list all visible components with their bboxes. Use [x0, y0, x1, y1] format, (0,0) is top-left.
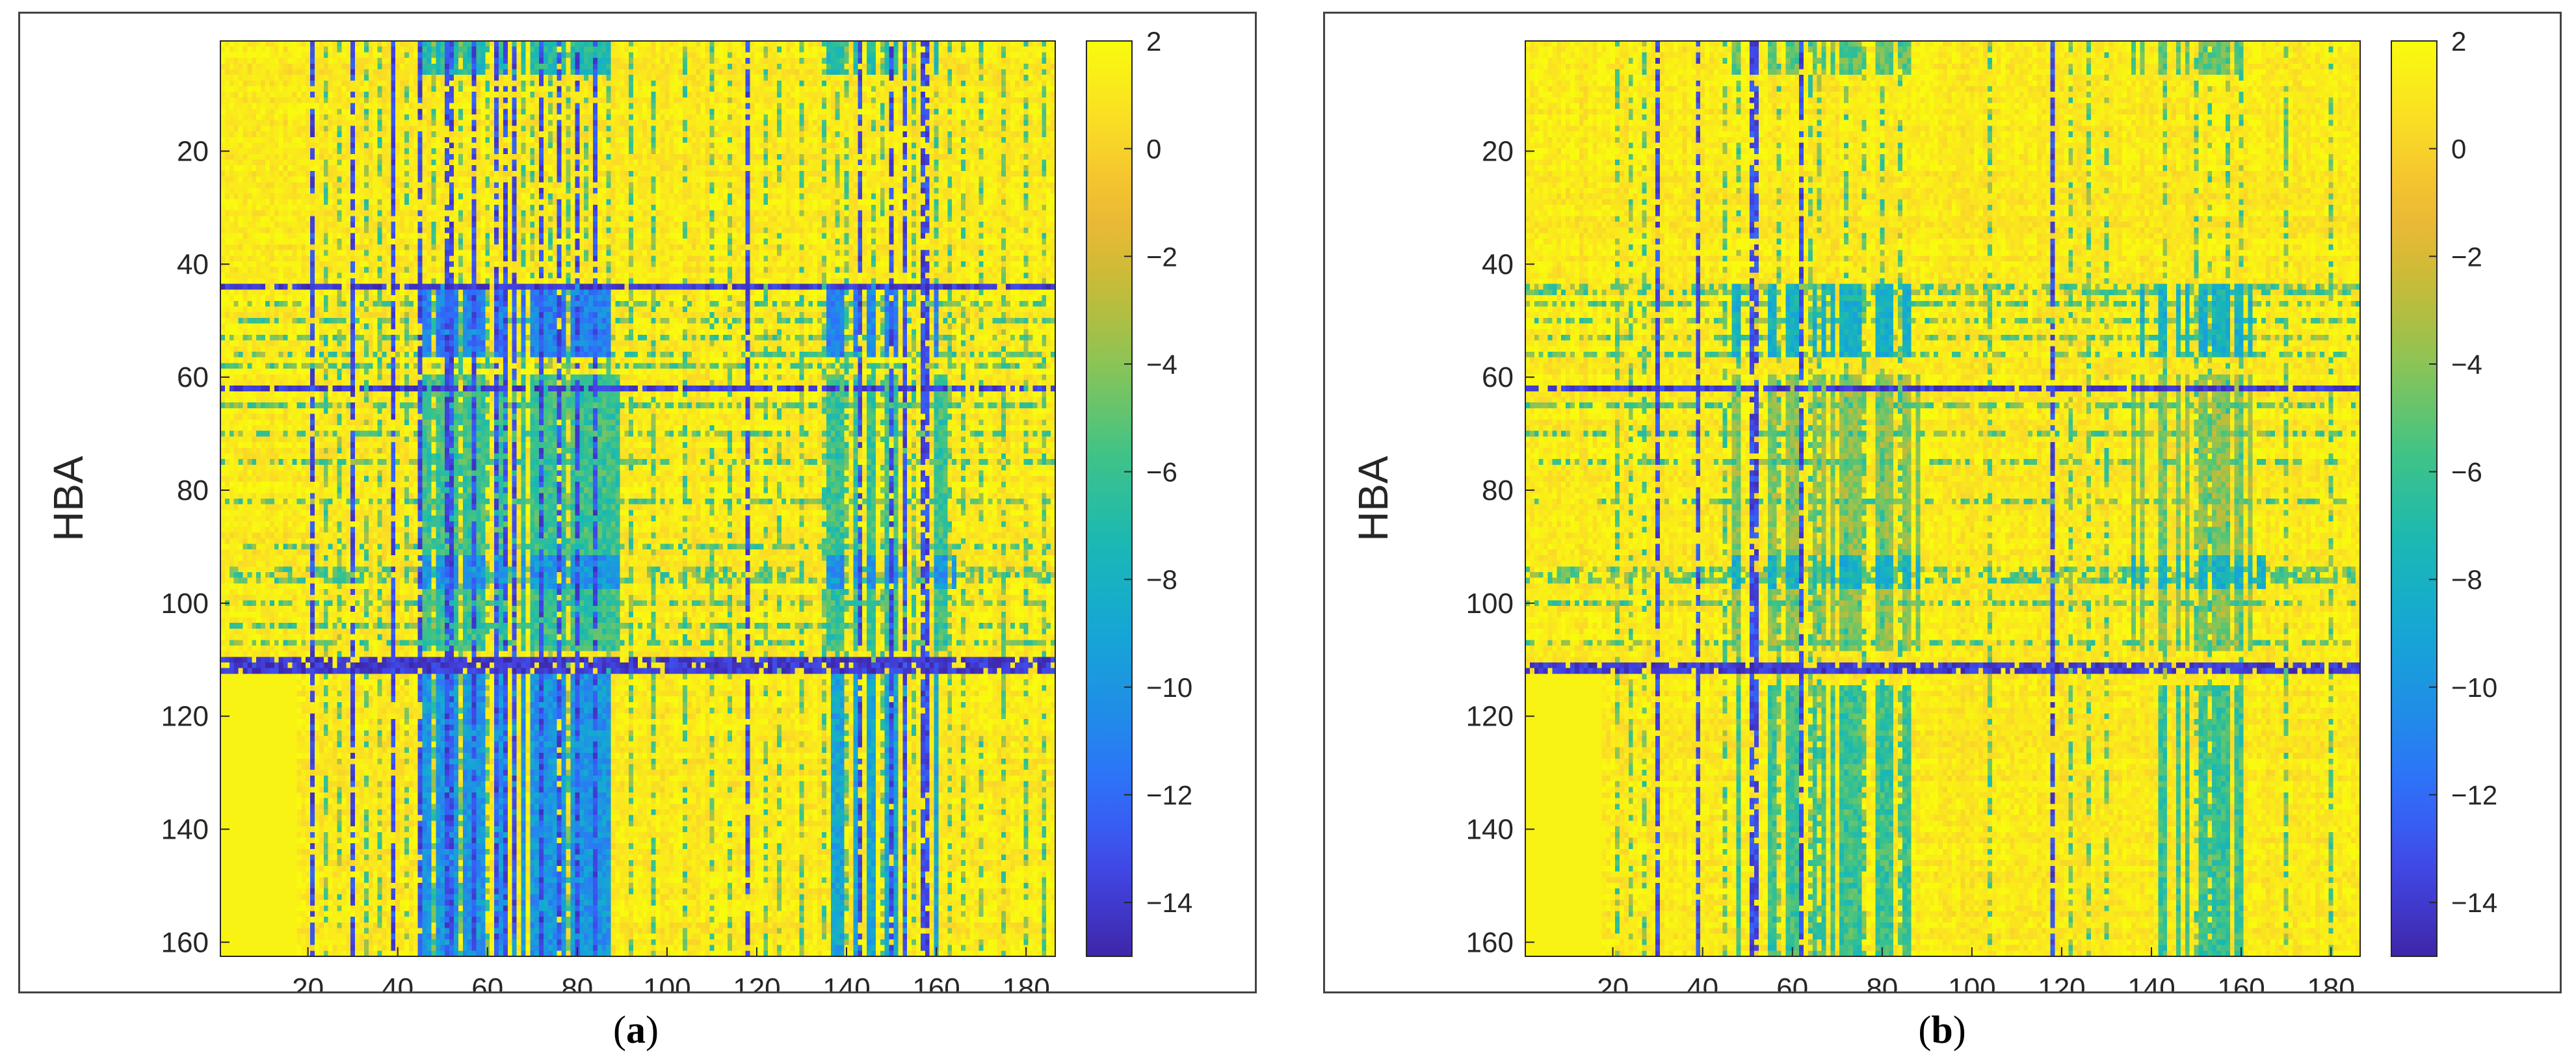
y-tick-label: 160 [1466, 926, 1514, 958]
x-tick-label: 140 [2127, 973, 2175, 991]
colorbar-tick-label: 2 [2451, 26, 2466, 57]
x-tick-label: 160 [2217, 973, 2265, 991]
x-tick-label: 100 [1948, 973, 1995, 991]
plot-frame [220, 40, 1056, 957]
x-tick-label: 60 [1776, 973, 1808, 991]
caption-a-label: a [626, 1008, 646, 1051]
colorbar-tick-label: −10 [2451, 672, 2497, 703]
y-tick-label: 80 [1482, 475, 1514, 506]
y-tick-label: 120 [161, 701, 209, 733]
colorbar-tick-label: −14 [2451, 887, 2497, 918]
x-tick-label: 20 [292, 973, 324, 991]
colorbar-tick-label: −8 [2451, 564, 2482, 595]
x-tick-label: 140 [822, 973, 870, 991]
colorbar-tick-label: −12 [1146, 780, 1192, 811]
y-tick-label: 160 [161, 926, 209, 958]
x-tick-label: 180 [1002, 973, 1049, 991]
heatmap-chart-a: 20 40 60 80 100 120 140 160 18020406080100120140… [45, 26, 1192, 991]
chart-panel-a: 20 40 60 80 100 120 140 160 180 20 40 60 80 100 120 140… [18, 12, 1257, 993]
colorbar [2391, 40, 2438, 957]
y-tick-label: 100 [161, 588, 209, 620]
x-tick-label: 180 [2307, 973, 2354, 991]
heatmap-chart-b: 20 40 60 80 100 120 140 160 18020406080100120140… [1350, 26, 2497, 991]
colorbar-tick-label: −4 [2451, 349, 2482, 380]
x-tick-label: 80 [561, 973, 593, 991]
caption-b: (b) [1918, 1008, 1966, 1051]
y-tick-label: 140 [1466, 813, 1514, 845]
caption-b-label: b [1931, 1008, 1953, 1051]
x-tick-label: 80 [1866, 973, 1898, 991]
colorbar [1086, 40, 1133, 957]
caption-a: (a) [613, 1008, 659, 1051]
colorbar-tick-label: −8 [1146, 564, 1177, 595]
plot-frame [1525, 40, 2361, 957]
y-axis-label: HBA [1350, 456, 1397, 542]
y-tick-label: 20 [177, 135, 209, 167]
colorbar-tick-label: −6 [2451, 457, 2482, 488]
colorbar-tick-label: −12 [2451, 780, 2497, 811]
colorbar-tick-label: −2 [1146, 241, 1177, 272]
heatmap-cells [220, 41, 1055, 956]
x-tick-label: 100 [643, 973, 690, 991]
colorbar-tick-label: −6 [1146, 457, 1177, 488]
y-tick-label: 60 [1482, 361, 1514, 393]
x-tick-label: 40 [1687, 973, 1718, 991]
colorbar-tick-label: −14 [1146, 887, 1192, 918]
y-tick-label: 40 [1482, 248, 1514, 280]
colorbar-tick-label: −10 [1146, 672, 1192, 703]
colorbar-tick-label: 0 [1146, 134, 1161, 164]
y-tick-label: 100 [1466, 588, 1514, 620]
x-tick-label: 160 [912, 973, 960, 991]
y-tick-label: 120 [1466, 701, 1514, 733]
x-tick-label: 20 [1597, 973, 1629, 991]
colorbar-tick-label: 2 [1146, 26, 1161, 57]
y-tick-label: 140 [161, 813, 209, 845]
y-axis-label: HBA [45, 456, 92, 542]
colorbar-tick-label: −4 [1146, 349, 1177, 380]
x-tick-label: 40 [382, 973, 414, 991]
y-tick-label: 60 [177, 361, 209, 393]
chart-panel-b: 20 40 60 80 100 120 140 160 180 20 40 60 80 100 120 140… [1323, 12, 2562, 993]
x-tick-label: 120 [733, 973, 780, 991]
heatmap-cells [1525, 41, 2360, 956]
y-tick-label: 20 [1482, 135, 1514, 167]
colorbar-tick-label: 0 [2451, 134, 2466, 164]
y-tick-label: 80 [177, 475, 209, 506]
x-tick-label: 120 [2038, 973, 2085, 991]
colorbar-tick-label: −2 [2451, 241, 2482, 272]
y-tick-label: 40 [177, 248, 209, 280]
x-tick-label: 60 [471, 973, 503, 991]
